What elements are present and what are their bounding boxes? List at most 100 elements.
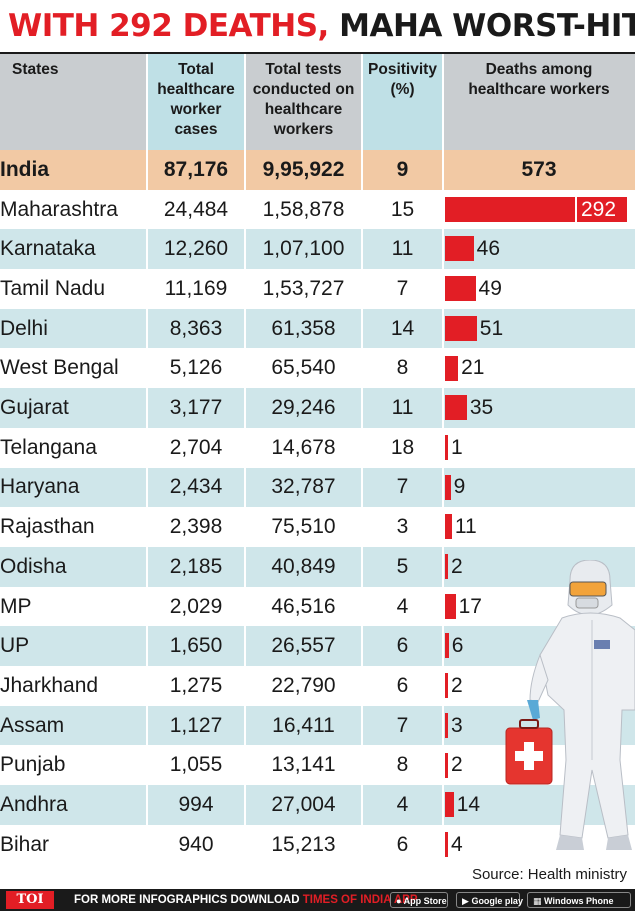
cell-positivity: 6 [396,832,409,856]
cell-tests: 65,540 [271,356,336,380]
cell-state: Jharkhand [0,673,99,697]
table-header: States Total healthcare worker cases Total … [0,54,635,150]
cell-positivity: 5 [396,554,409,578]
table-row: Jharkhand 1,275 22,790 6 2 [0,666,635,706]
cell-state: Gujarat [0,396,69,420]
cell-state: UP [0,634,30,658]
google-play-badge[interactable]: ▶ Google play [456,892,523,908]
deaths-label: 11 [454,515,477,539]
cell-tests: 40,849 [271,554,336,578]
cell-positivity: 8 [396,753,409,777]
app-store-badge[interactable]: ● App Store [390,892,448,908]
cell-cases: 8,363 [169,316,223,340]
table-row: Odisha 2,185 40,849 5 2 [0,547,635,587]
windows-icon: ▦ [533,896,542,906]
deaths-label: 46 [476,237,501,261]
header-positivity: Positivity (%) [362,54,443,150]
deaths-bar [445,196,627,222]
healthcare-worker-ppe-illustration [505,560,635,850]
cell-positivity: 14 [390,316,415,340]
deaths-bar [445,792,454,818]
header-deaths: Deaths among healthcare workers [443,54,635,150]
cell-positivity: 9 [396,157,409,181]
cell-tests: 29,246 [271,396,336,420]
apple-icon: ● [396,896,402,906]
table-row: Karnataka 12,260 1,07,100 11 46 [0,229,635,270]
cell-state: MP [0,594,32,618]
play-icon: ▶ [462,896,469,906]
cell-positivity: 15 [390,197,415,221]
cell-tests: 15,213 [271,832,336,856]
cell-tests: 1,07,100 [262,237,345,261]
windows-phone-badge[interactable]: ▦ Windows Phone [527,892,631,908]
header-states: States [0,54,147,150]
deaths-label: 35 [469,396,494,420]
cell-tests: 75,510 [271,515,336,539]
cell-cases: 2,704 [169,435,223,459]
cell-tests: 27,004 [271,793,336,817]
deaths-label: 2 [451,673,463,697]
deaths-label: 14 [456,793,481,817]
table-row: Rajasthan 2,398 75,510 3 11 [0,507,635,547]
deaths-bar [445,395,467,421]
cell-deaths-total: 573 [521,157,557,181]
cell-state: Odisha [0,554,67,578]
deaths-bar [445,712,448,738]
table-row: Maharashtra 24,484 1,58,878 15 292 [0,189,635,230]
cell-state: Bihar [0,832,50,856]
cell-positivity: 18 [390,435,415,459]
cell-positivity: 6 [396,673,409,697]
cell-cases: 2,029 [169,594,223,618]
table-row: Haryana 2,434 32,787 7 9 [0,467,635,508]
deaths-bar [445,276,476,302]
deaths-label: 2 [451,753,463,777]
cell-cases: 87,176 [163,157,229,181]
deaths-bar [445,434,448,460]
deaths-bar [445,315,477,341]
footer-text: FOR MORE INFOGRAPHICS DOWNLOAD TIMES OF … [74,894,418,906]
cell-cases: 1,055 [169,753,223,777]
deaths-label: 1 [451,435,463,459]
cell-state: Punjab [0,753,66,777]
cell-tests: 32,787 [271,475,336,499]
cell-positivity: 3 [396,515,409,539]
cell-cases: 940 [178,832,214,856]
cell-state: Telangana [0,435,97,459]
cell-cases: 12,260 [163,237,229,261]
cell-tests: 22,790 [271,673,336,697]
col-divider [146,54,148,860]
deaths-label: 51 [479,316,504,340]
cell-cases: 24,484 [163,197,229,221]
headline-red: WITH 292 DEATHS, [8,8,329,44]
toi-logo: TOI [6,891,54,909]
table-row: Telangana 2,704 14,678 18 1 [0,427,635,468]
cell-tests: 46,516 [271,594,336,618]
deaths-bar [445,673,448,699]
table-row: West Bengal 5,126 65,540 8 21 [0,348,635,389]
cell-tests: 26,557 [271,634,336,658]
deaths-label: 4 [451,832,463,856]
cell-positivity: 4 [396,793,409,817]
cell-state: Assam [0,713,65,737]
headline-black: MAHA WORST-HIT [328,8,635,44]
cell-cases: 5,126 [169,356,223,380]
cell-positivity: 4 [396,594,409,618]
cell-cases: 2,434 [169,475,223,499]
top-rule [0,52,635,54]
deaths-bar [445,752,448,778]
deaths-bar [445,474,451,500]
cell-cases: 2,185 [169,554,223,578]
cell-cases: 3,177 [169,396,223,420]
bar-label-separator [575,196,577,222]
cell-tests: 9,95,922 [262,157,345,181]
deaths-bar [445,236,474,262]
cell-state: Maharashtra [0,197,118,221]
cell-positivity: 7 [396,475,409,499]
cell-tests: 16,411 [272,713,335,737]
footer-bar: TOI FOR MORE INFOGRAPHICS DOWNLOAD TIMES… [0,889,635,911]
cell-state: Karnataka [0,237,96,261]
table-row: Bihar 940 15,213 6 4 [0,824,635,865]
deaths-bar [445,831,448,857]
deaths-label: 6 [451,634,464,658]
cell-positivity: 11 [391,396,414,420]
